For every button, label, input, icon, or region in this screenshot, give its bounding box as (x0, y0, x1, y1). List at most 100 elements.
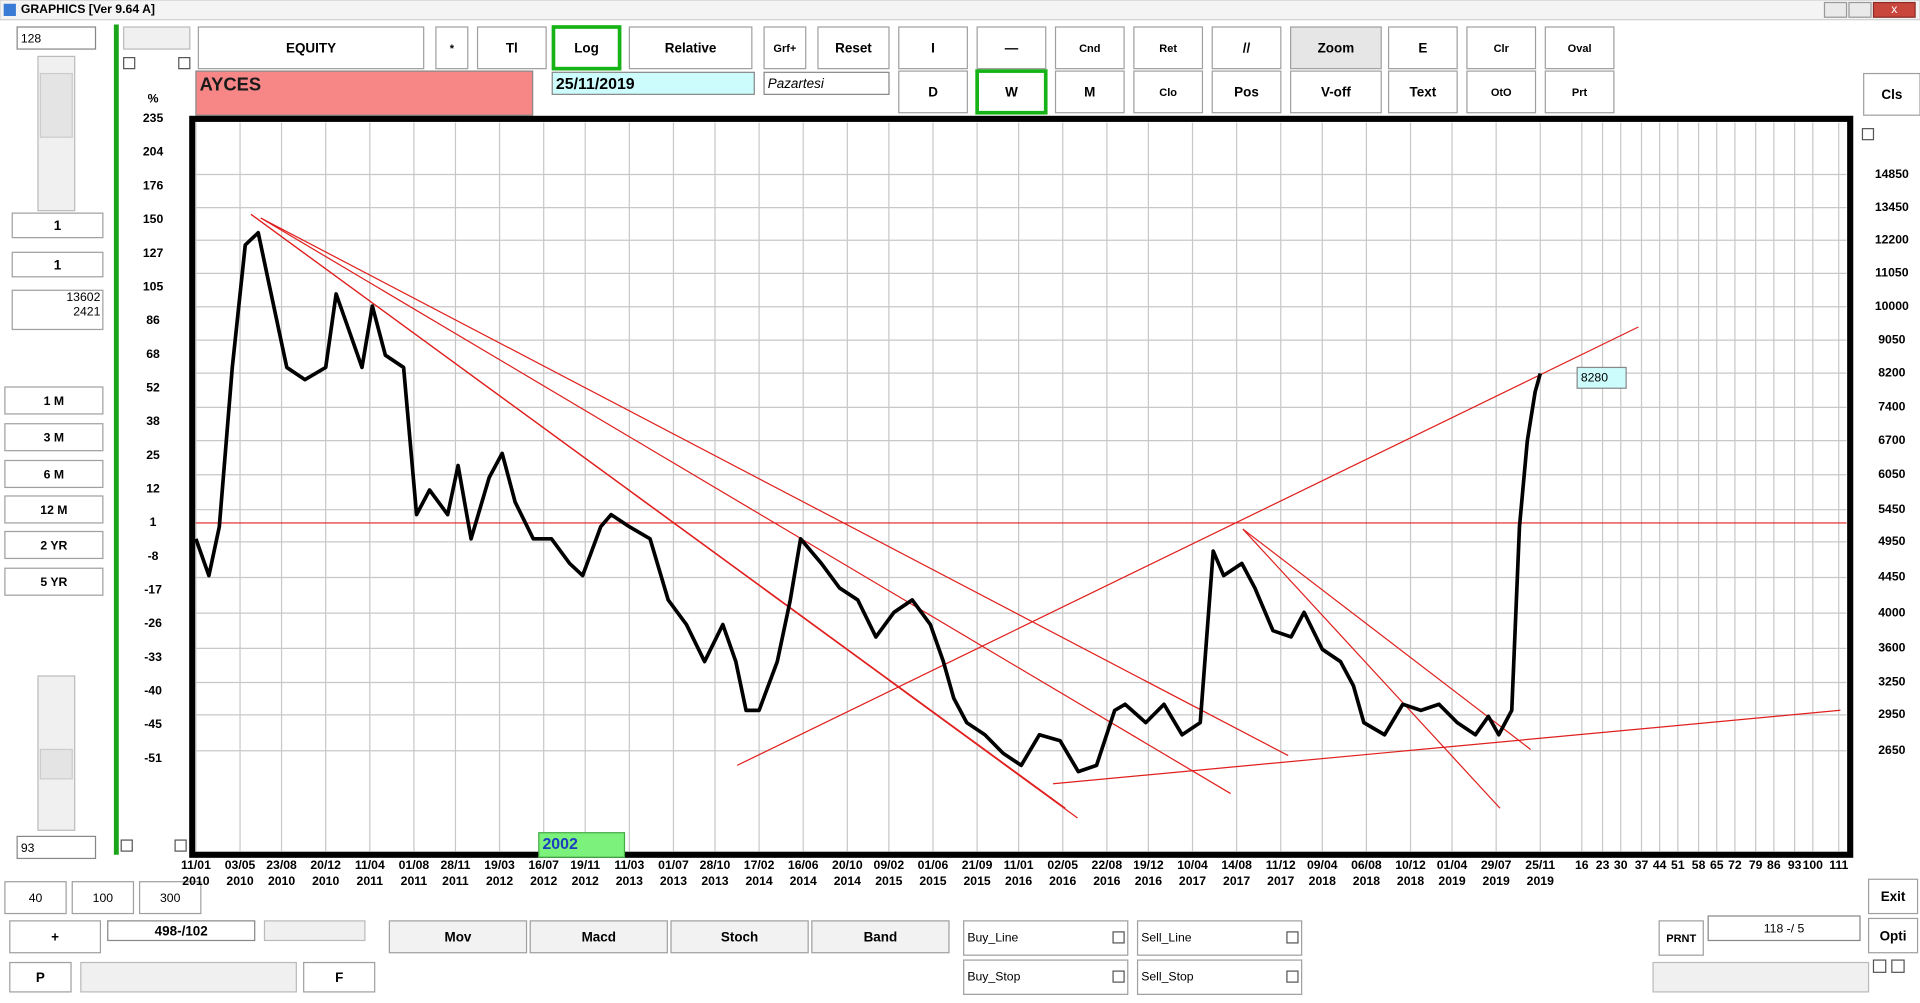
toolbar-button[interactable]: Clr (1466, 26, 1537, 70)
order-checkbox[interactable] (1112, 970, 1125, 983)
button-face[interactable] (1544, 70, 1615, 114)
button-face[interactable] (4, 459, 104, 489)
button-face[interactable] (763, 26, 807, 70)
button-face[interactable] (1867, 917, 1919, 954)
button-face[interactable] (975, 69, 1048, 115)
button-face[interactable] (1863, 72, 1920, 116)
toolbar-button[interactable]: EQUITY (197, 26, 425, 70)
toolbar-button[interactable]: Pos (1211, 70, 1282, 114)
toolbar-button[interactable]: D (898, 70, 968, 114)
button-face[interactable] (811, 920, 950, 954)
button-face[interactable] (388, 920, 528, 954)
scrollbar[interactable] (80, 961, 297, 993)
button-face[interactable] (1387, 70, 1458, 114)
period-button[interactable]: 1 M (4, 386, 104, 415)
toolbar-button[interactable]: Reset (817, 26, 890, 70)
button-face[interactable] (4, 386, 104, 415)
toolbar-button[interactable]: W (975, 69, 1048, 115)
prev-button[interactable]: P (9, 961, 72, 993)
checkbox[interactable] (178, 57, 191, 70)
toolbar-button[interactable]: Grf+ (763, 26, 807, 70)
button-face[interactable] (1133, 70, 1204, 114)
position-field[interactable] (107, 920, 256, 942)
input-box[interactable] (16, 26, 97, 50)
toolbar-button[interactable]: // (1211, 26, 1282, 70)
scroll-thumb[interactable] (39, 748, 73, 780)
toolbar-button[interactable]: Relative (628, 26, 753, 70)
button-face[interactable] (1054, 26, 1125, 70)
order-checkbox[interactable] (1286, 931, 1299, 944)
toolbar-button[interactable]: Log (551, 25, 622, 71)
period-button[interactable]: 3 M (4, 423, 104, 452)
toolbar-button[interactable]: I (898, 26, 968, 70)
button-face[interactable] (1290, 70, 1382, 114)
button-face[interactable] (197, 26, 425, 70)
close-window-button[interactable] (1872, 1, 1916, 18)
maximize-button[interactable] (1848, 1, 1872, 18)
toolbar-button[interactable]: OtO (1466, 70, 1537, 114)
scrollbar[interactable] (263, 920, 366, 942)
plus-button[interactable]: + (9, 920, 102, 954)
counter-button[interactable]: 1 (11, 212, 104, 239)
toolbar-button[interactable]: Clo (1133, 70, 1204, 114)
range-button[interactable]: 300 (138, 881, 202, 915)
toolbar-button[interactable]: Text (1387, 70, 1458, 114)
spin-control[interactable] (123, 26, 191, 50)
button-face[interactable] (1211, 26, 1282, 70)
indicator-button[interactable]: Mov (388, 920, 528, 954)
page-field[interactable] (1707, 915, 1861, 942)
toolbar-button[interactable]: — (976, 26, 1047, 70)
toolbar-button[interactable]: * (435, 26, 469, 70)
order-box[interactable] (1136, 959, 1303, 995)
toolbar-button[interactable]: Prt (1544, 70, 1615, 114)
button-face[interactable] (4, 495, 104, 524)
button-face[interactable] (4, 423, 104, 452)
indicator-button[interactable]: Macd (529, 920, 668, 954)
checkbox[interactable] (1861, 128, 1875, 141)
button-face[interactable] (817, 26, 890, 70)
button-face[interactable] (4, 567, 104, 596)
button-face[interactable] (898, 26, 968, 70)
button-face[interactable] (1054, 70, 1125, 114)
button-face[interactable] (1867, 878, 1919, 915)
print-button[interactable]: PRNT (1658, 920, 1704, 956)
button-face[interactable] (4, 881, 67, 915)
button-face[interactable] (1387, 26, 1458, 70)
order-box[interactable] (963, 920, 1129, 956)
button-face[interactable] (1544, 26, 1615, 70)
range-button[interactable]: 100 (71, 881, 135, 915)
order-checkbox[interactable] (1286, 970, 1299, 983)
toolbar-button[interactable]: Zoom (1290, 26, 1382, 70)
button-face[interactable] (898, 70, 968, 114)
period-button[interactable]: 6 M (4, 459, 104, 489)
button-face[interactable] (71, 881, 135, 915)
indicator-button[interactable]: Stoch (670, 920, 809, 954)
weekday-field[interactable] (763, 71, 890, 95)
scroll-thumb[interactable] (39, 72, 73, 138)
toolbar-button[interactable]: E (1387, 26, 1458, 70)
button-face[interactable] (1466, 70, 1537, 114)
checkbox[interactable] (123, 57, 136, 70)
button-face[interactable] (138, 881, 202, 915)
button-face[interactable] (976, 26, 1047, 70)
button-face[interactable] (9, 961, 72, 993)
button-face[interactable] (11, 251, 104, 278)
button-face[interactable] (1211, 70, 1282, 114)
toolbar-button[interactable]: Oval (1544, 26, 1615, 70)
checkbox[interactable] (174, 839, 187, 852)
period-button[interactable]: 12 M (4, 495, 104, 524)
button-face[interactable] (628, 26, 753, 70)
input-box[interactable] (16, 835, 97, 860)
order-box[interactable] (1136, 920, 1303, 956)
toolbar-button[interactable]: Cnd (1054, 26, 1125, 70)
toolbar-button[interactable]: Tl (476, 26, 547, 70)
button-face[interactable] (670, 920, 809, 954)
order-checkbox[interactable] (1112, 931, 1125, 944)
toolbar-button[interactable]: M (1054, 70, 1125, 114)
checkbox[interactable] (1891, 959, 1905, 973)
button-face[interactable] (1466, 26, 1537, 70)
button-face[interactable] (435, 26, 469, 70)
button-face[interactable] (1133, 26, 1204, 70)
button-face[interactable] (1658, 920, 1704, 956)
period-button[interactable]: 2 YR (4, 530, 104, 560)
